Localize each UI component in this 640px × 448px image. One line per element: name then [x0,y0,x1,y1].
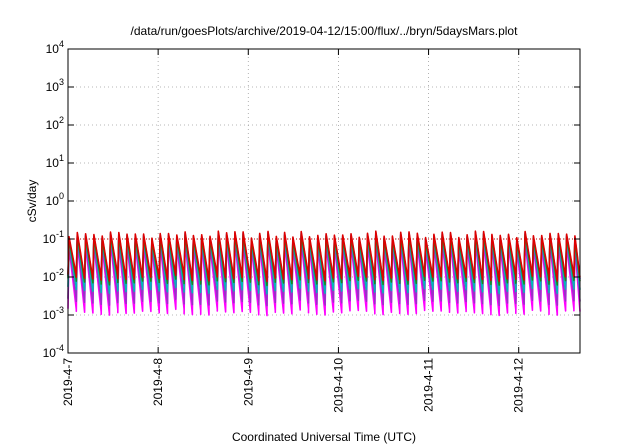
y-tick-label: 104 [46,39,64,56]
y-tick-label: 102 [46,115,64,132]
x-tick-label: 2019-4-12 [512,358,526,413]
series-line [67,230,581,283]
y-tick-label: 10-3 [43,305,64,322]
y-tick-label: 103 [46,77,64,94]
x-axis-ticks: 2019-4-7 2019-4-8 2019-4-9 2019-4-10 2019-4-… [61,49,526,413]
y-axis-label: cSv/day [25,180,39,223]
y-tick-label: 10-1 [43,229,64,246]
series-group [67,230,581,317]
x-tick-label: 2019-4-9 [241,358,255,406]
y-tick-label: 10-4 [43,343,64,360]
x-tick-label: 2019-4-8 [151,358,165,406]
chart-title: /data/run/goesPlots/archive/2019-04-12/1… [131,24,519,38]
y-tick-label: 10-2 [43,267,64,284]
y-tick-label: 101 [46,153,64,170]
x-tick-label: 2019-4-11 [422,358,436,412]
y-tick-label: 100 [46,191,64,208]
x-tick-label: 2019-4-7 [61,358,75,406]
y-axis-ticks: 10-4 10-3 10-2 10-1 100 101 102 103 104 [43,39,580,360]
x-axis-label: Coordinated Universal Time (UTC) [232,430,416,444]
x-tick-label: 2019-4-10 [331,358,345,413]
